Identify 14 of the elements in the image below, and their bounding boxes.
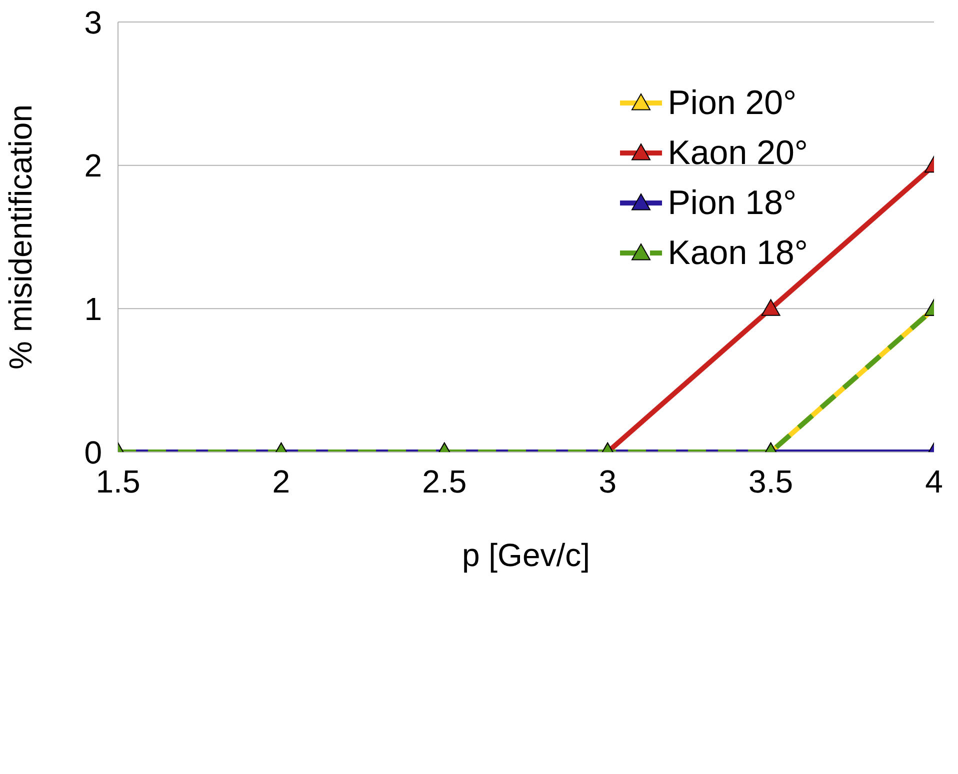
legend-label: Kaon 20° <box>668 134 808 172</box>
y-tick-label: 2 <box>84 148 102 184</box>
y-tick-label: 3 <box>84 4 102 40</box>
x-tick-label: 4 <box>925 464 943 500</box>
y-axis-title: % misidentification <box>2 104 38 370</box>
legend-label: Kaon 18° <box>668 234 808 272</box>
x-tick-label: 2.5 <box>422 464 467 500</box>
x-tick-label: 2 <box>272 464 290 500</box>
y-tick-label: 1 <box>84 291 102 328</box>
legend-label: Pion 18° <box>668 184 797 222</box>
x-tick-label: 3 <box>598 464 616 500</box>
legend-label: Pion 20° <box>668 84 797 122</box>
x-tick-label: 3.5 <box>748 464 794 500</box>
x-axis-title: p [Gev/c] <box>462 537 590 573</box>
